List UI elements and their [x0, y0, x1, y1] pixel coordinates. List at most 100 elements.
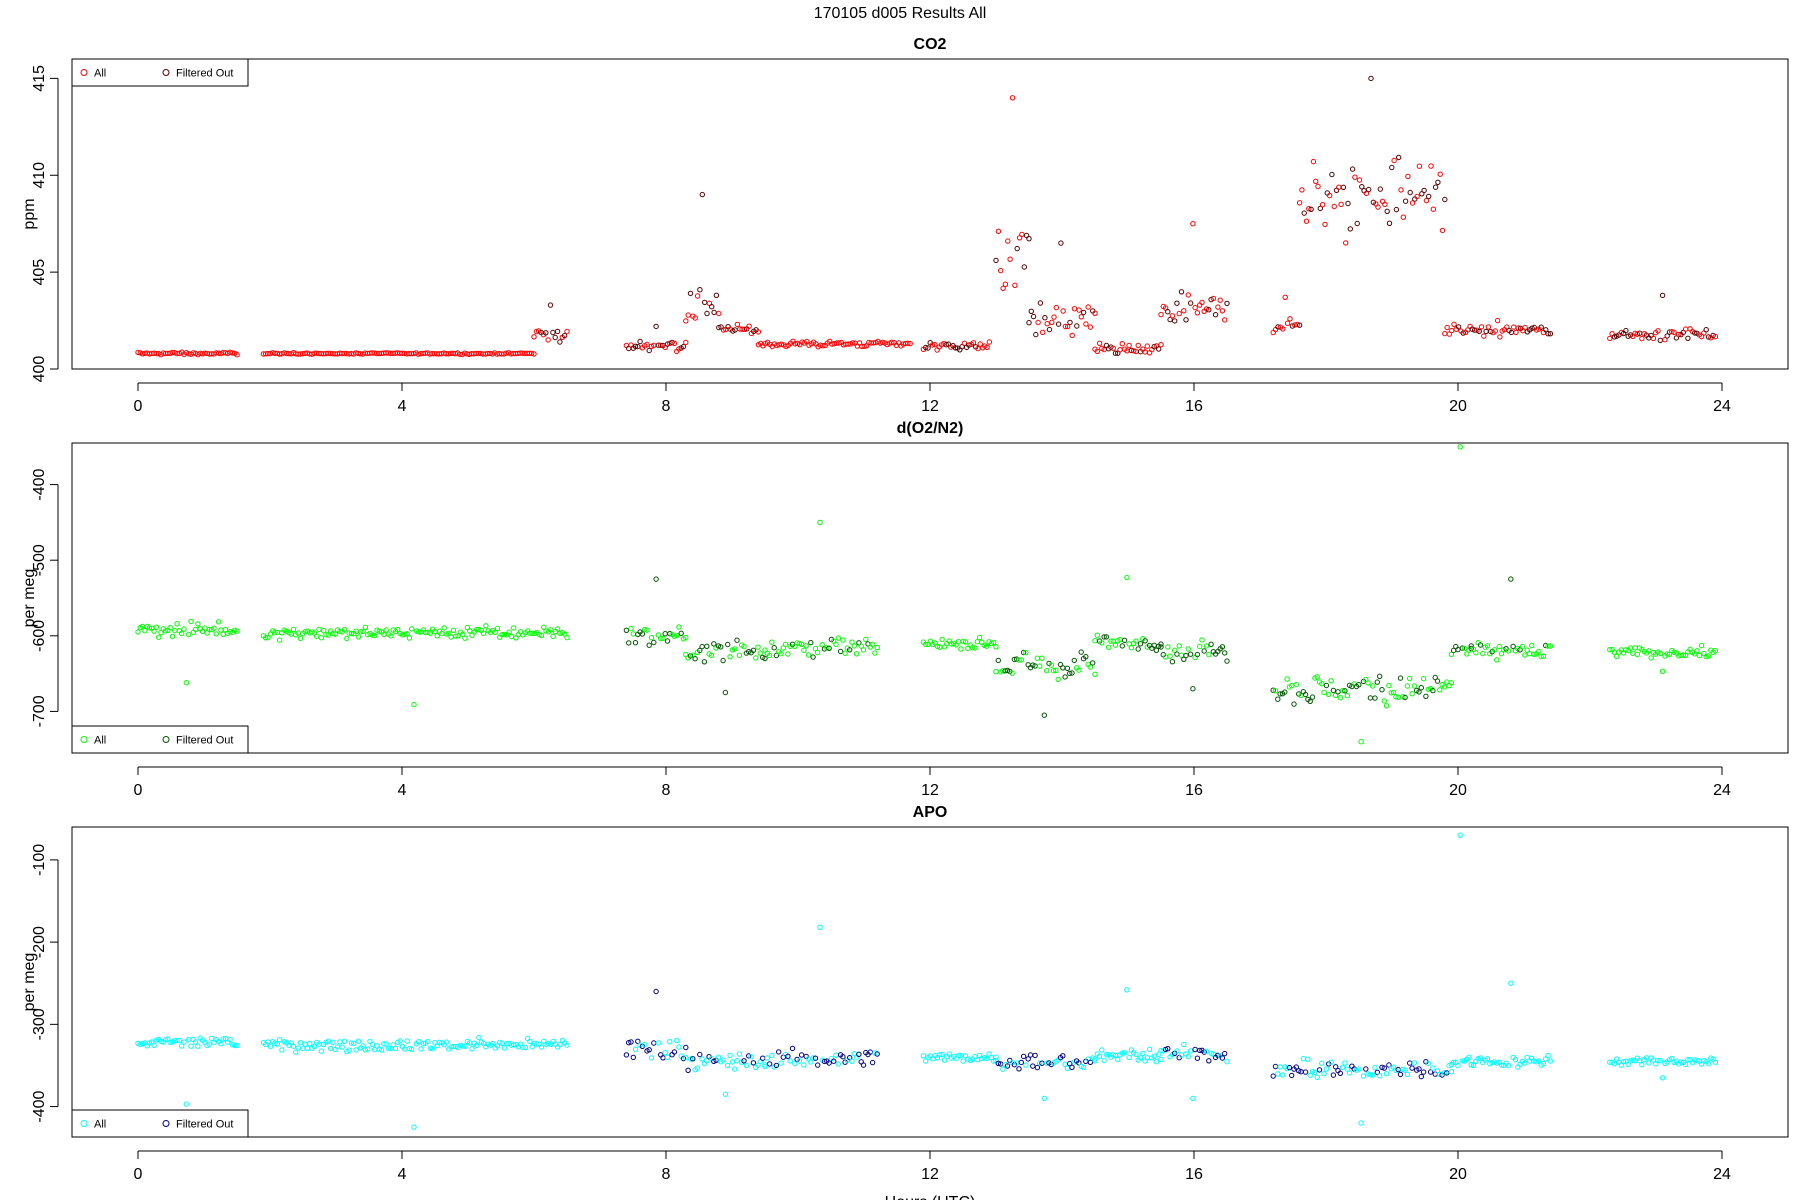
- y-axis-label: per meg: [21, 569, 38, 628]
- data-point: [1284, 676, 1290, 682]
- data-point: [1092, 1056, 1098, 1062]
- filtered-point: [1275, 696, 1281, 702]
- filtered-point: [690, 1056, 696, 1062]
- data-point: [371, 632, 378, 639]
- data-point: [778, 650, 784, 657]
- filtered-point: [1272, 1063, 1279, 1070]
- data-point: [674, 632, 680, 639]
- filtered-point: [1032, 1052, 1038, 1059]
- data-point: [1270, 329, 1276, 336]
- data-point: [564, 328, 570, 335]
- data-point: [1140, 1050, 1146, 1057]
- filtered-point: [1165, 309, 1171, 315]
- data-point: [1284, 320, 1291, 326]
- filtered-point: [1330, 687, 1337, 694]
- data-point: [1646, 648, 1652, 654]
- data-point: [1370, 683, 1376, 689]
- data-point: [941, 1057, 948, 1063]
- filtered-point: [798, 1052, 805, 1058]
- filtered-point: [1529, 325, 1535, 331]
- filtered-point: [943, 342, 949, 348]
- data-point: [1319, 681, 1325, 687]
- data-point: [905, 340, 911, 346]
- filtered-point: [1215, 1052, 1221, 1059]
- data-point: [1505, 648, 1512, 654]
- data-point: [341, 626, 348, 633]
- data-point: [1671, 649, 1677, 655]
- data-point: [279, 1047, 285, 1053]
- x-tick-label: 4: [398, 398, 407, 415]
- data-point: [1398, 187, 1404, 193]
- data-point: [429, 1045, 436, 1052]
- data-point: [531, 351, 537, 357]
- data-point: [360, 628, 366, 634]
- filtered-point: [1657, 337, 1664, 343]
- filtered-point: [821, 1058, 828, 1065]
- data-point: [1377, 1073, 1383, 1079]
- data-point: [849, 639, 855, 645]
- filtered-point: [1703, 327, 1709, 333]
- data-point: [1199, 299, 1205, 306]
- data-point: [1165, 644, 1171, 650]
- data-point: [1470, 1062, 1477, 1069]
- data-point: [1485, 324, 1492, 330]
- data-point: [1522, 1060, 1528, 1066]
- data-point: [355, 634, 362, 640]
- data-point: [676, 624, 682, 630]
- legend-marker: [162, 736, 170, 743]
- data-point: [1124, 987, 1130, 993]
- data-point: [1181, 1041, 1187, 1048]
- data-point: [993, 669, 999, 675]
- data-point: [655, 1040, 662, 1046]
- plot-frame: [71, 826, 1789, 1138]
- filtered-point: [623, 1052, 630, 1058]
- filtered-point: [699, 191, 705, 198]
- data-point: [1411, 1060, 1418, 1066]
- data-point: [1322, 221, 1328, 228]
- data-point: [397, 1038, 403, 1044]
- filtered-point: [734, 637, 740, 643]
- data-point: [1023, 1062, 1029, 1068]
- data-point: [1039, 655, 1045, 661]
- filtered-point: [1393, 206, 1400, 213]
- data-point: [1466, 1054, 1472, 1061]
- data-point: [304, 350, 310, 356]
- data-point: [501, 631, 508, 638]
- data-point: [1430, 1065, 1436, 1071]
- data-point: [937, 1052, 943, 1058]
- data-point: [836, 340, 842, 346]
- data-point: [492, 629, 498, 635]
- data-point: [755, 329, 762, 335]
- data-point: [302, 629, 308, 635]
- data-point: [1358, 1120, 1364, 1126]
- data-point: [662, 1050, 668, 1056]
- data-point: [835, 1061, 841, 1067]
- data-point: [1372, 1064, 1378, 1071]
- y-tick-label: -700: [31, 695, 48, 727]
- y-tick-label: 405: [31, 259, 48, 286]
- filtered-point: [651, 639, 657, 646]
- data-point: [939, 636, 945, 643]
- data-points: [135, 444, 1719, 745]
- data-point: [1224, 1059, 1230, 1065]
- data-point: [1007, 256, 1013, 262]
- filtered-point: [741, 1058, 747, 1064]
- filtered-point: [925, 345, 931, 351]
- filtered-point: [1067, 1060, 1073, 1067]
- data-point: [1002, 281, 1009, 287]
- data-point: [1065, 323, 1071, 330]
- filtered-point: [1055, 321, 1062, 327]
- data-point: [778, 1060, 784, 1066]
- legend: All Filtered Out: [71, 725, 249, 754]
- data-point: [1096, 340, 1103, 346]
- filtered-point: [995, 657, 1001, 664]
- filtered-point: [810, 654, 816, 660]
- x-tick-label: 20: [1449, 782, 1467, 799]
- filtered-point: [626, 640, 632, 646]
- data-point: [531, 334, 537, 340]
- data-point: [1705, 653, 1712, 659]
- data-point: [1393, 694, 1399, 700]
- filtered-point: [711, 309, 717, 316]
- data-point: [1547, 643, 1554, 649]
- filtered-point: [687, 290, 694, 297]
